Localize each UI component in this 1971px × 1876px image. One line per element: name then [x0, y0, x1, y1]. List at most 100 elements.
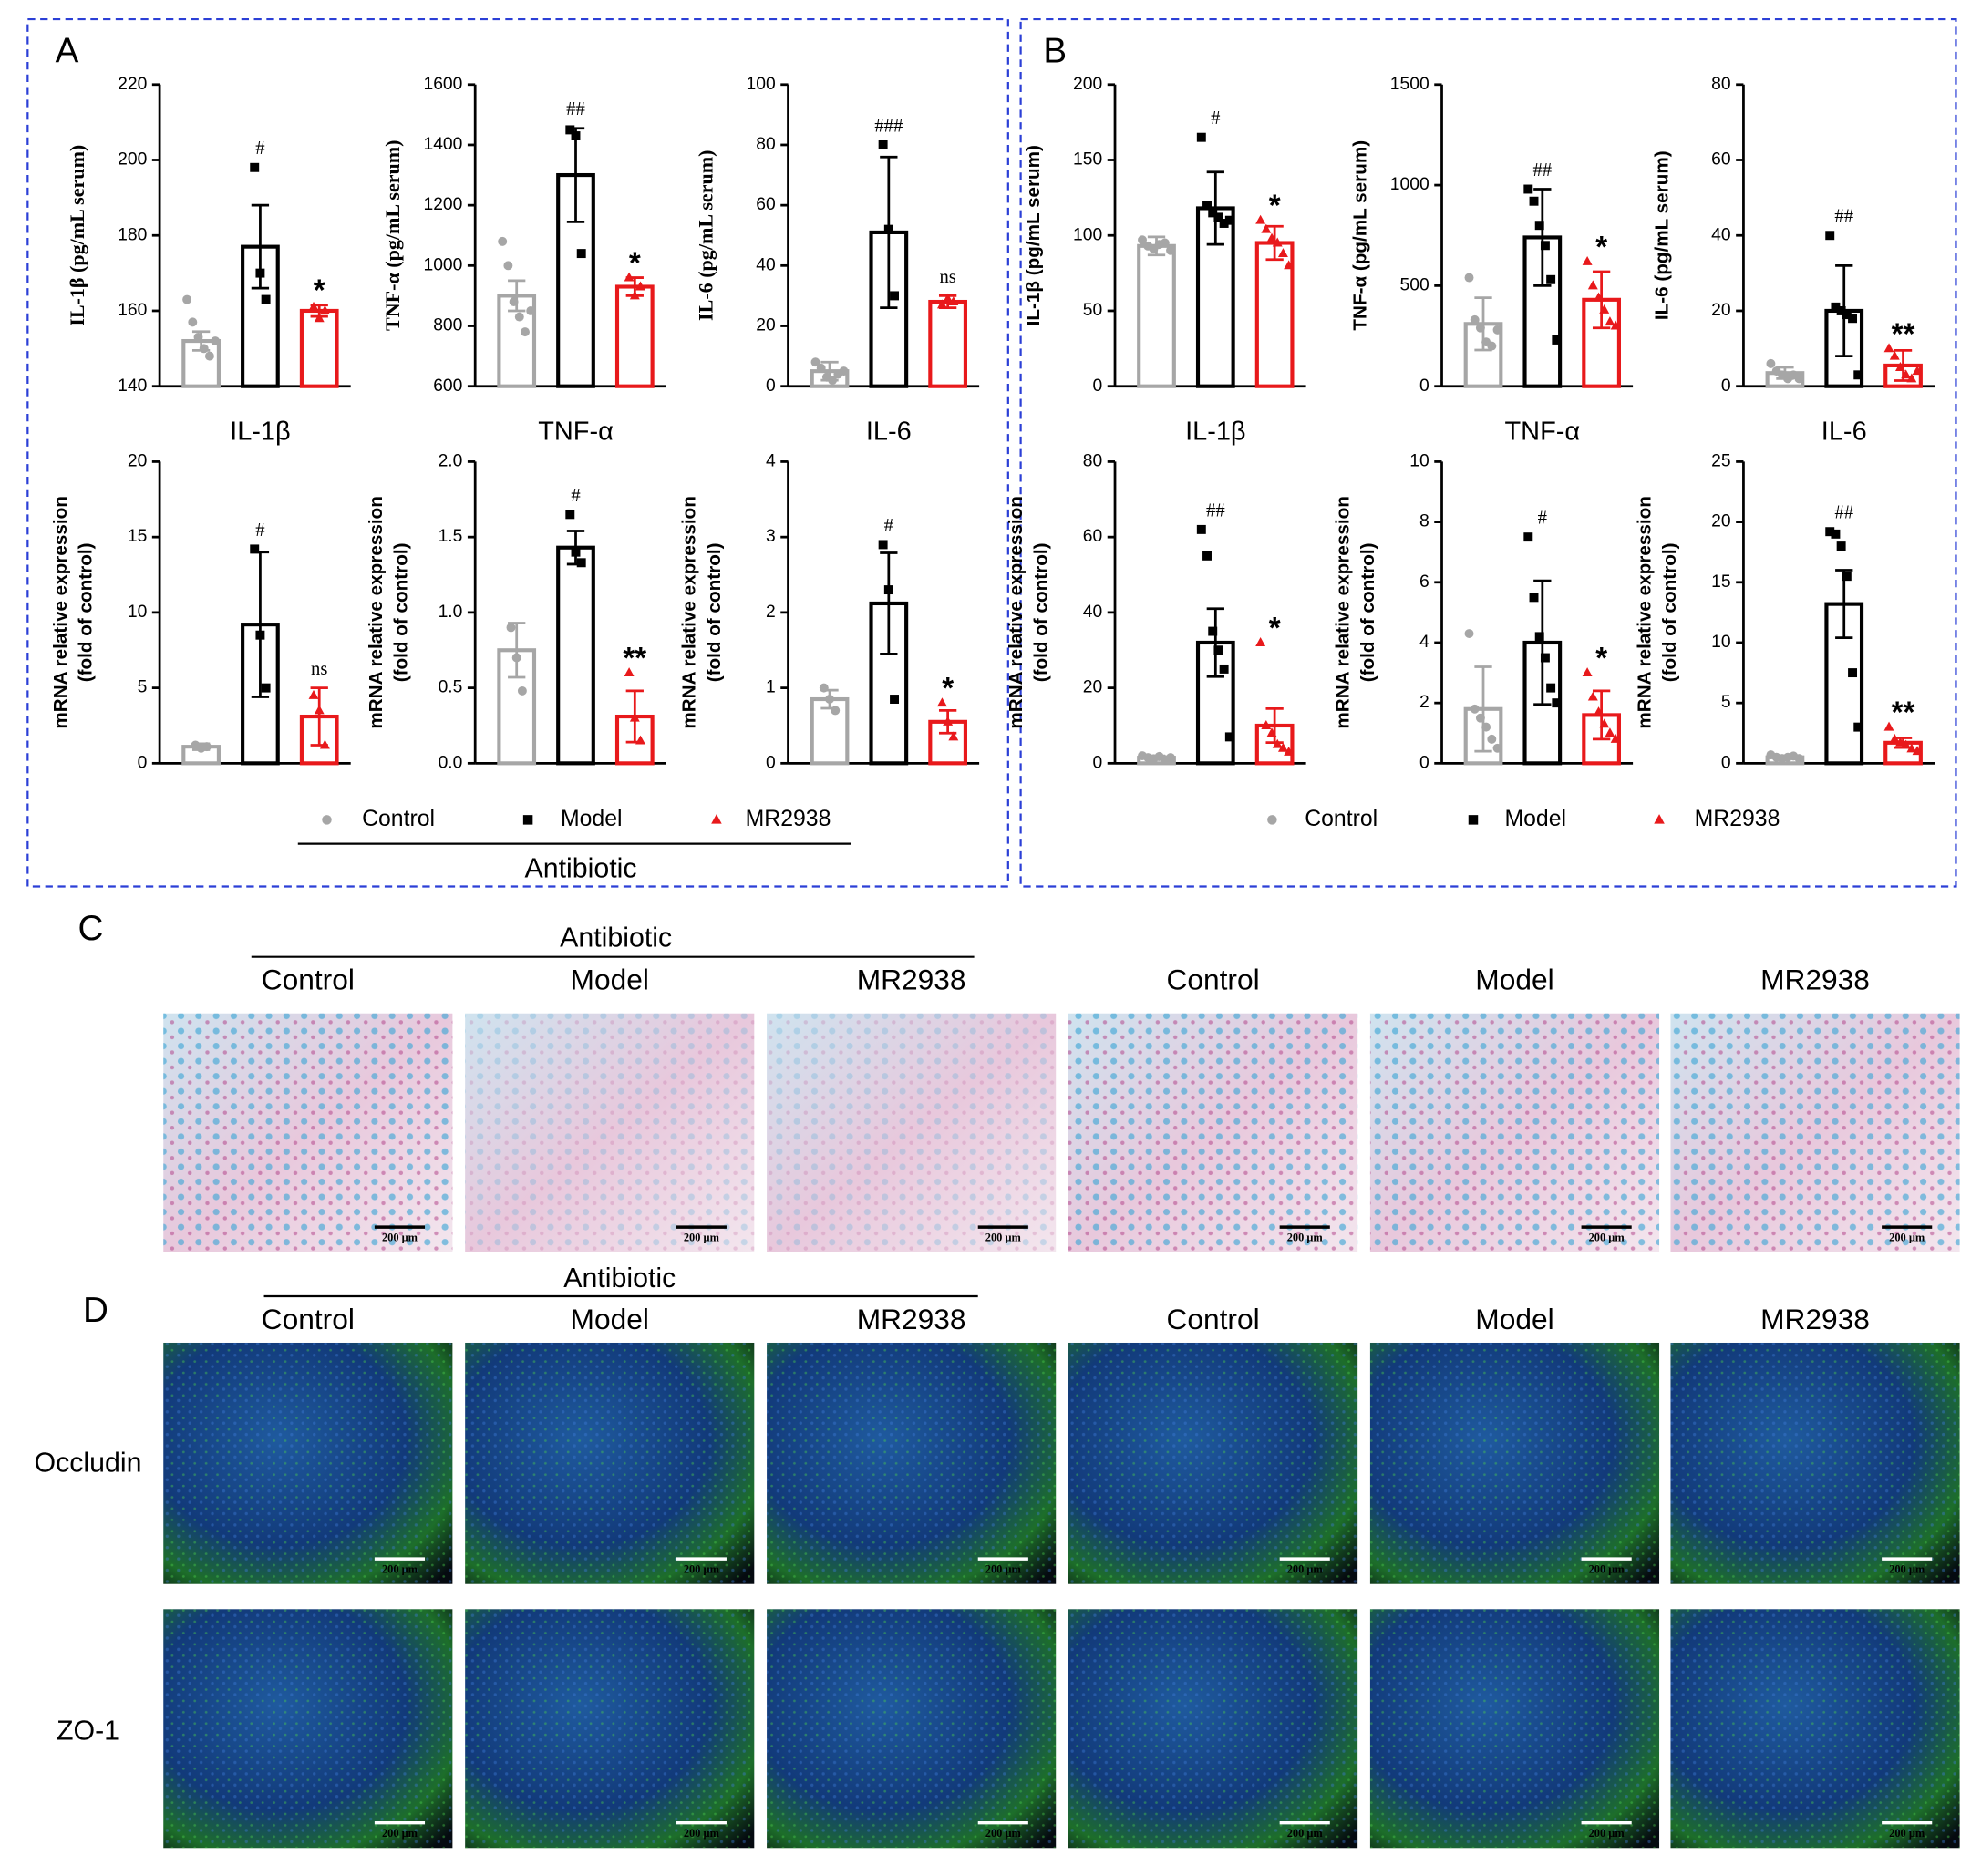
y-tick-label: 2: [766, 603, 776, 622]
point: [193, 332, 203, 342]
scale-bar-label: 200 μm: [684, 1827, 720, 1840]
bar: [614, 284, 655, 388]
point: [1605, 316, 1615, 326]
row-label: ZO-1: [57, 1716, 119, 1746]
point: [565, 125, 575, 135]
point: [503, 261, 513, 271]
point: [1546, 274, 1556, 284]
bar: [1254, 241, 1295, 388]
point: [1470, 314, 1480, 325]
point: [211, 336, 221, 346]
y-tick-label: 20: [1083, 678, 1102, 697]
panel-label: D: [83, 1291, 108, 1330]
scale-bar-label: 200 μm: [1287, 1827, 1324, 1840]
y-tick-label: 40: [1083, 603, 1102, 622]
row-label: Occludin: [35, 1448, 142, 1479]
bar: [928, 299, 968, 388]
point: [319, 739, 330, 749]
histology-texture: [1369, 1013, 1660, 1252]
fluorescence-texture: [767, 1609, 1057, 1849]
group-label: Antibiotic: [563, 1263, 676, 1294]
significance-label: **: [1892, 696, 1915, 730]
point: [629, 290, 640, 300]
y-tick-label: 3: [766, 527, 776, 546]
point: [1831, 302, 1841, 312]
y-tick-label: 20: [128, 452, 147, 471]
y-tick-label: 15: [128, 527, 147, 546]
significance-label: ###: [874, 116, 903, 136]
y-tick-label: 6: [1419, 572, 1429, 592]
fluorescence-texture: [1670, 1342, 1960, 1584]
panel-label: A: [56, 32, 79, 71]
point: [1894, 362, 1905, 371]
column-label: MR2938: [1760, 964, 1870, 996]
panel-frame: [26, 17, 1009, 888]
y-tick-label: 20: [1711, 512, 1730, 531]
legend-marker: [1654, 814, 1665, 824]
fluorescence-texture: [1670, 1609, 1960, 1849]
point: [1202, 551, 1212, 561]
point: [1912, 366, 1923, 376]
point: [571, 131, 581, 140]
y-tick-label: 220: [118, 75, 147, 94]
point: [261, 294, 271, 304]
column-label: MR2938: [857, 964, 966, 996]
y-tick-label: 100: [1073, 225, 1102, 244]
point: [1610, 733, 1621, 743]
point: [1540, 241, 1550, 251]
y-axis-label: (fold of control): [1659, 543, 1680, 683]
y-tick-label: 0: [1419, 376, 1429, 396]
y-tick-label: 0.0: [439, 753, 463, 772]
point: [1284, 260, 1295, 270]
point: [624, 667, 635, 677]
group-label: Antibiotic: [524, 854, 636, 884]
y-tick-label: 80: [756, 135, 775, 154]
point: [1599, 718, 1610, 728]
point: [1599, 304, 1610, 314]
fluorescence-texture: [465, 1609, 755, 1849]
point: [576, 558, 586, 568]
fluorescence-texture: [1068, 1609, 1358, 1849]
point: [308, 689, 319, 699]
point: [511, 653, 521, 663]
significance-label: ##: [1532, 160, 1552, 180]
point: [1552, 335, 1562, 345]
y-tick-label: 1600: [423, 75, 462, 94]
y-tick-label: 80: [1711, 75, 1730, 94]
point: [576, 249, 586, 259]
bar: [299, 308, 339, 388]
point: [1883, 721, 1894, 731]
significance-label: *: [942, 672, 954, 706]
point: [1272, 738, 1283, 748]
significance-label: **: [623, 642, 646, 675]
y-axis-label: TNF-α (pg/mL serum): [1350, 140, 1371, 331]
legend-label: Model: [561, 807, 623, 831]
y-tick-label: 50: [1083, 301, 1102, 320]
point: [635, 281, 645, 291]
significance-label: ##: [1834, 503, 1853, 523]
y-tick-label: 20: [756, 316, 775, 335]
point: [1166, 753, 1175, 763]
point: [1464, 273, 1474, 283]
point: [1587, 691, 1598, 701]
scale-bar-label: 200 μm: [1589, 1562, 1625, 1575]
point: [1901, 739, 1912, 749]
bar: [556, 545, 595, 766]
y-tick-label: 8: [1419, 512, 1429, 531]
point: [517, 685, 527, 696]
bar: [869, 601, 909, 766]
y-tick-label: 160: [118, 301, 147, 320]
point: [1166, 245, 1175, 255]
y-axis-label: IL-6 (pg/mL serum): [1652, 150, 1673, 320]
scale-bar-label: 200 μm: [1589, 1827, 1625, 1840]
scale-bar-label: 200 μm: [1889, 1231, 1925, 1243]
point: [1825, 231, 1835, 241]
point: [816, 363, 826, 373]
y-tick-label: 4: [766, 452, 776, 471]
point: [255, 630, 265, 640]
y-axis-label: TNF-α (pg/mL serum): [381, 139, 404, 331]
y-tick-label: 10: [128, 603, 147, 622]
point: [204, 351, 214, 361]
x-axis-label: IL-6: [866, 417, 912, 446]
histology-texture: [163, 1013, 453, 1252]
